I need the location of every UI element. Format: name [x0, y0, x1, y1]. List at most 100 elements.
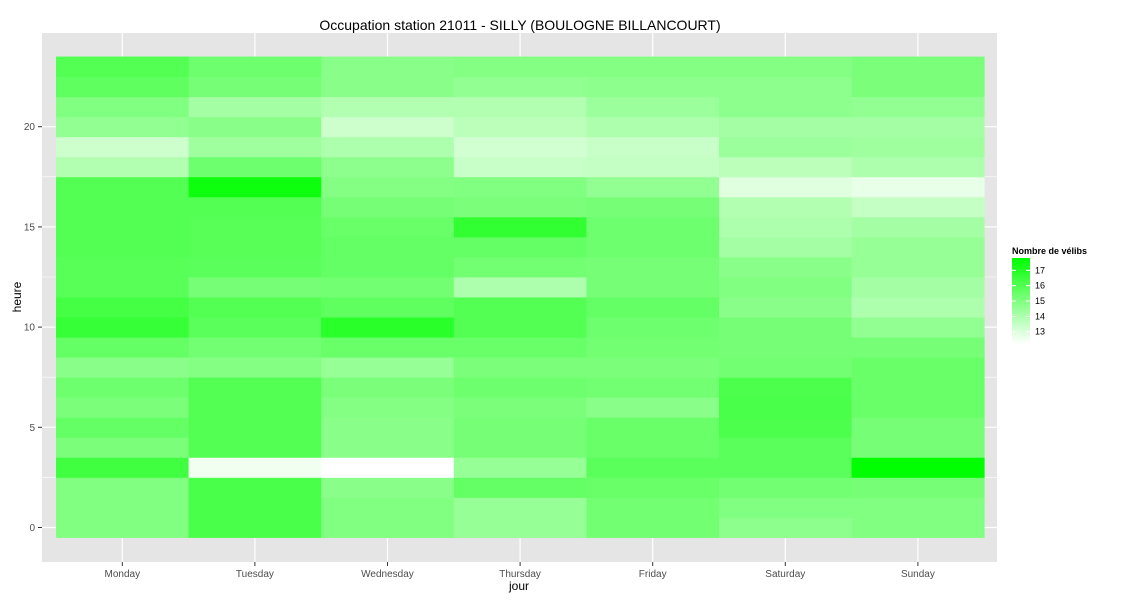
legend: Nombre de vélibs 17 16 15 14 13: [1012, 246, 1087, 344]
heatmap-cell: [321, 136, 455, 158]
x-axis-title: jour: [508, 579, 529, 593]
heatmap-cell: [851, 277, 985, 298]
heatmap-cell: [321, 437, 455, 458]
heatmap-cell: [321, 56, 455, 77]
heatmap-cell: [586, 196, 720, 218]
heatmap-cell: [321, 96, 455, 118]
heatmap-cell: [851, 56, 985, 77]
heatmap-cell: [586, 437, 720, 458]
heatmap-cell: [586, 176, 720, 198]
heatmap-cell: [56, 216, 189, 238]
heatmap-cell: [321, 337, 455, 358]
heatmap-cell: [719, 457, 852, 478]
heatmap-cell: [719, 377, 852, 398]
heatmap-cell: [56, 136, 189, 158]
x-tick-label: Friday: [639, 569, 667, 580]
legend-ticks: 17 16 15 14 13: [1012, 265, 1045, 337]
x-tick-label: Sunday: [901, 569, 935, 580]
heatmap-cell: [586, 56, 720, 77]
legend-label: 16: [1035, 281, 1045, 291]
heatmap-cell: [188, 136, 322, 158]
heatmap-cell: [188, 297, 322, 318]
heatmap-cell: [321, 417, 455, 438]
heatmap-cell: [851, 236, 985, 258]
x-axis: Monday Tuesday Wednesday Thursday Friday Satu…: [105, 562, 935, 580]
heatmap-cell: [188, 216, 322, 238]
heatmap-cell: [453, 116, 587, 138]
heatmap-cell: [719, 96, 852, 118]
y-axis-title: heure: [10, 281, 24, 312]
heatmap-cell: [453, 76, 587, 98]
heatmap-cell: [56, 397, 189, 418]
heatmap-cell: [453, 437, 587, 458]
heatmap-cell: [188, 96, 322, 118]
heatmap-cell: [188, 116, 322, 138]
heatmap-cell: [188, 397, 322, 418]
x-tick-label: Thursday: [499, 569, 541, 580]
heatmap-cell: [851, 297, 985, 318]
heatmap-cell: [453, 96, 587, 118]
heatmap-cell: [321, 236, 455, 258]
y-axis: 0 5 10 15 20: [24, 122, 42, 534]
heatmap-cell: [719, 277, 852, 298]
heatmap-cell: [321, 216, 455, 238]
heatmap-cell: [586, 317, 720, 338]
heatmap-cell: [56, 297, 189, 318]
heatmap-cell: [188, 337, 322, 358]
heatmap-cell: [586, 297, 720, 318]
heatmap-cell: [321, 477, 455, 498]
heatmap-cell: [586, 517, 720, 538]
heatmap-cell: [453, 176, 587, 198]
heatmap-cell: [719, 357, 852, 378]
heatmap-cell: [188, 317, 322, 338]
heatmap-cell: [321, 497, 455, 518]
heatmap-cell: [188, 176, 322, 198]
heatmap-cell: [321, 297, 455, 318]
heatmap-cell: [56, 417, 189, 438]
x-tick-label: Saturday: [765, 569, 805, 580]
heatmap-cell: [56, 96, 189, 118]
heatmap-cell: [851, 517, 985, 538]
heatmap-cell: [851, 116, 985, 138]
legend-colorbar: [1012, 258, 1030, 344]
heatmap-cell: [56, 337, 189, 358]
heatmap-cell: [586, 337, 720, 358]
heatmap-cell: [851, 256, 985, 278]
heatmap-cell: [188, 477, 322, 498]
heatmap-cell: [56, 156, 189, 178]
heatmap-cell: [321, 397, 455, 418]
heatmap-cell: [321, 457, 455, 478]
heatmap-cell: [321, 76, 455, 98]
legend-label: 13: [1035, 327, 1045, 337]
heatmap-cell: [321, 196, 455, 218]
heatmap-cell: [321, 256, 455, 278]
heatmap-cell: [453, 417, 587, 438]
heatmap-cell: [56, 377, 189, 398]
heatmap-cell: [851, 497, 985, 518]
heatmap-cell: [851, 357, 985, 378]
heatmap-cell: [719, 76, 852, 98]
heatmap-cell: [453, 216, 587, 238]
chart-title: Occupation station 21011 - SILLY (BOULOG…: [319, 17, 720, 33]
heatmap-cell: [321, 116, 455, 138]
heatmap-cell: [851, 136, 985, 158]
heatmap-cell: [586, 116, 720, 138]
heatmap-cell: [719, 196, 852, 218]
heatmap-cell: [586, 457, 720, 478]
heatmap-cell: [321, 357, 455, 378]
legend-label: 15: [1035, 296, 1045, 306]
heatmap-cell: [56, 196, 189, 218]
heatmap-cell: [586, 417, 720, 438]
heatmap-cell: [56, 497, 189, 518]
heatmap-cell: [56, 457, 189, 478]
heatmap-cell: [453, 256, 587, 278]
heatmap-cell: [719, 497, 852, 518]
heatmap-cell: [719, 176, 852, 198]
heatmap-cell: [719, 397, 852, 418]
heatmap-cell: [188, 256, 322, 278]
heatmap-cell: [188, 56, 322, 77]
heatmap-cell: [719, 256, 852, 278]
heatmap-cell: [188, 357, 322, 378]
heatmap-cell: [851, 477, 985, 498]
heatmap-cell: [586, 96, 720, 118]
